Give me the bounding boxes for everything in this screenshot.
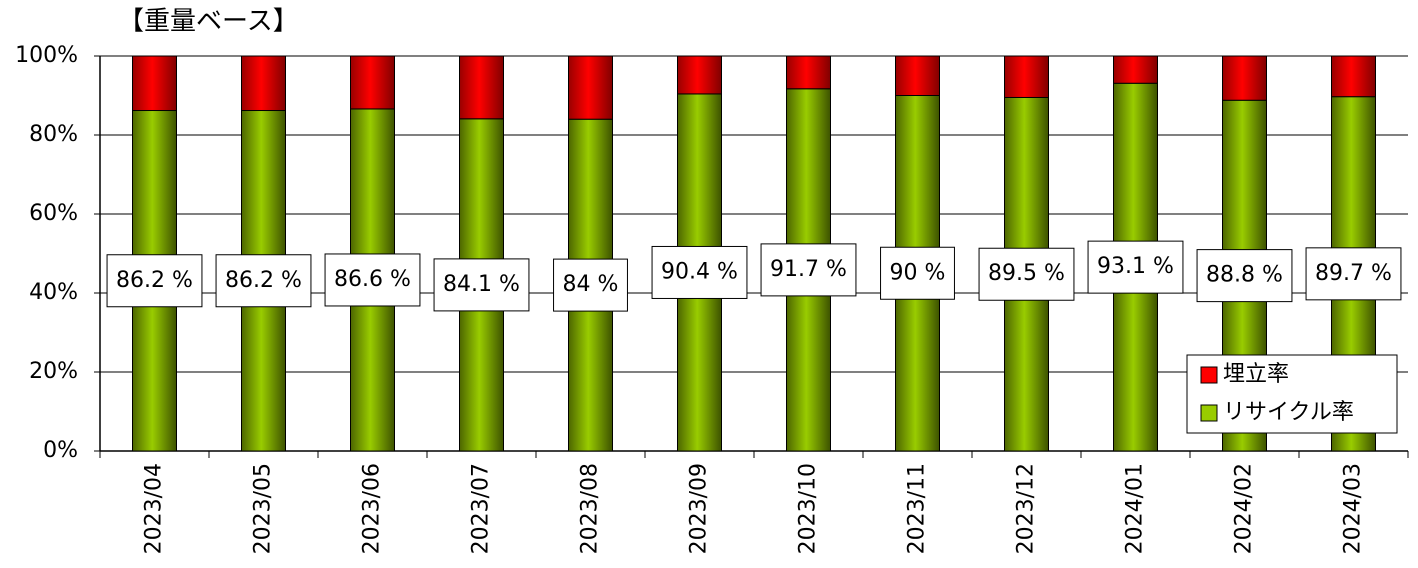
chart-title: 【重量ベース】	[118, 7, 299, 37]
data-label-box	[760, 243, 857, 297]
bar-segment	[568, 55, 613, 120]
bar-segment	[350, 55, 395, 110]
x-tick-label: 2023/10	[796, 463, 821, 554]
y-tick-label: 80%	[29, 122, 78, 147]
data-label: 93.1 %	[1097, 254, 1174, 279]
legend-swatch	[1200, 404, 1218, 422]
data-label: 91.7 %	[770, 257, 847, 282]
bar-segment	[132, 55, 177, 112]
y-tick-label: 100%	[15, 43, 78, 68]
data-label: 84.1 %	[443, 272, 520, 297]
legend-box	[1186, 354, 1398, 434]
y-tick-label: 20%	[29, 359, 78, 384]
data-label: 86.6 %	[334, 267, 411, 292]
data-label: 89.5 %	[988, 261, 1065, 286]
x-tick-label: 2024/02	[1232, 463, 1257, 554]
data-label-box	[1305, 247, 1402, 301]
data-label: 90 %	[890, 260, 946, 285]
bar-segment	[1004, 55, 1049, 98]
legend-label: 埋立率	[1223, 362, 1289, 387]
data-label: 88.8 %	[1206, 263, 1283, 288]
bar-segment	[786, 55, 831, 90]
x-tick-label: 2023/08	[578, 463, 603, 554]
bar-segment	[241, 55, 286, 112]
x-tick-label: 2023/04	[142, 463, 167, 554]
data-label-box	[324, 253, 421, 307]
data-label-box	[553, 258, 628, 312]
x-tick-label: 2023/11	[905, 463, 930, 554]
data-label: 89.7 %	[1315, 261, 1392, 286]
data-label: 90.4 %	[661, 259, 738, 284]
data-label: 84 %	[563, 272, 619, 297]
y-tick-label: 60%	[29, 201, 78, 226]
bar-segment	[895, 55, 940, 96]
bar-segment	[1331, 55, 1376, 98]
bar-segment	[1113, 55, 1158, 84]
bar-segment	[459, 55, 504, 120]
data-label-box	[880, 246, 955, 300]
legend-label: リサイクル率	[1223, 400, 1354, 425]
y-tick-label: 0%	[43, 438, 78, 463]
data-label-box	[106, 254, 203, 308]
x-tick-label: 2023/12	[1014, 463, 1039, 554]
bar-segment	[1222, 55, 1267, 101]
data-label-box	[433, 258, 530, 312]
data-label: 86.2 %	[116, 268, 193, 293]
x-tick-label: 2024/01	[1123, 463, 1148, 554]
data-label-box	[1196, 249, 1293, 303]
x-tick-label: 2023/07	[469, 463, 494, 554]
data-label-box	[651, 245, 748, 299]
x-tick-label: 2024/03	[1341, 463, 1366, 554]
data-label: 86.2 %	[225, 268, 302, 293]
x-tick-label: 2023/09	[687, 463, 712, 554]
data-label-box	[978, 247, 1075, 301]
legend-swatch	[1200, 366, 1218, 384]
data-label-box	[1087, 240, 1184, 294]
y-tick-label: 40%	[29, 280, 78, 305]
data-label-box	[215, 254, 312, 308]
x-tick-label: 2023/05	[251, 463, 276, 554]
x-tick-label: 2023/06	[360, 463, 385, 554]
bar-segment	[677, 55, 722, 95]
